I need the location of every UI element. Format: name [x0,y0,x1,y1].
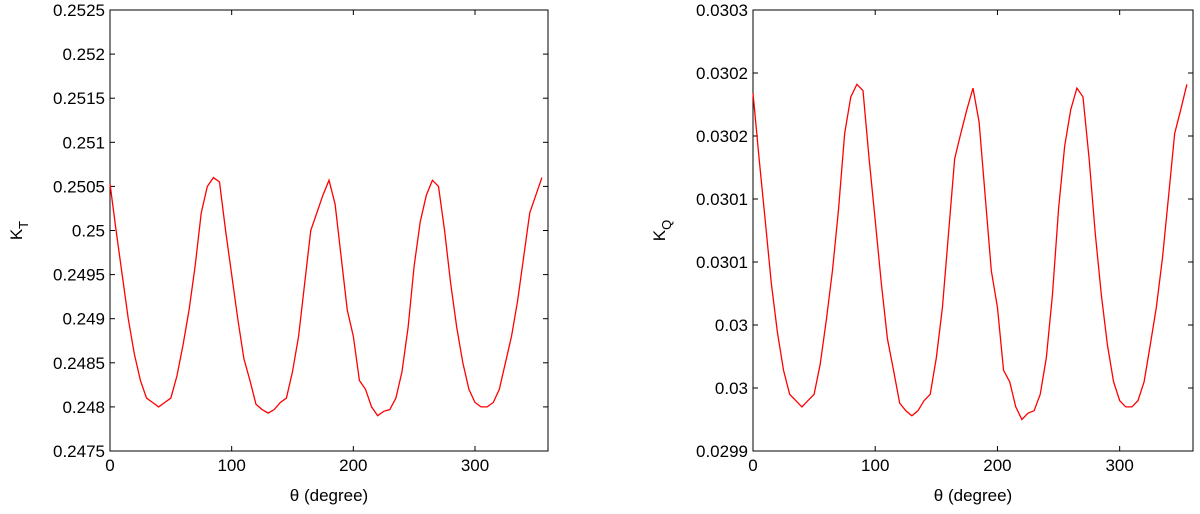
data-line [109,176,543,417]
y-axis-label-subscript: T [16,221,31,229]
y-axis-label: KQ [650,220,674,241]
y-tick-label: 0.2495 [53,266,105,285]
y-tick-label: 0.0301 [696,190,748,209]
y-tick-label: 0.2515 [53,89,105,108]
x-tick-label: 0 [105,456,114,475]
y-axis-label-main: K [650,229,669,241]
data-line [752,83,1188,421]
x-tick-label: 100 [861,456,889,475]
chart: 0.0299 0.03 0.03 0.0301 0.0301 0.0302 0.0302 0.… [650,1,1194,505]
x-tick-label: 300 [1105,456,1133,475]
y-tick-label: 0.2525 [53,1,105,20]
y-tick-label: 0.0302 [696,64,748,83]
y-axis-label: KT [7,221,31,240]
y-tick-label: 0.0301 [696,253,748,272]
y-tick-label: 0.249 [62,310,105,329]
x-tick-label: 200 [339,456,367,475]
x-tick-label: 100 [217,456,245,475]
y-tick-label: 0.2475 [53,442,105,461]
y-tick-label: 0.25 [72,222,105,241]
y-tick-label: 0.03 [715,379,748,398]
x-axis-label: θ (degree) [934,486,1012,505]
x-tick-label: 300 [461,456,489,475]
y-tick-label: 0.251 [62,133,105,152]
y-axis-label-subscript: Q [659,220,674,230]
y-axis-label-main: K [7,228,26,240]
y-tick-label: 0.0303 [696,1,748,20]
y-tick-label: 0.2505 [53,177,105,196]
y-tick-label: 0.0302 [696,127,748,146]
plot-frame [109,9,549,452]
y-tick-label: 0.252 [62,45,105,64]
y-tick-label: 0.0299 [696,442,748,461]
x-axis-label: θ (degree) [290,486,368,505]
plot-frame [752,9,1194,452]
x-tick-label: 0 [748,456,757,475]
y-tick-label: 0.2485 [53,354,105,373]
y-tick-label: 0.03 [715,316,748,335]
y-tick-label: 0.248 [62,398,105,417]
chart: 0.2475 0.248 0.2485 0.249 0.2495 0.25 0.2505 0.… [7,1,549,505]
x-tick-label: 200 [983,456,1011,475]
